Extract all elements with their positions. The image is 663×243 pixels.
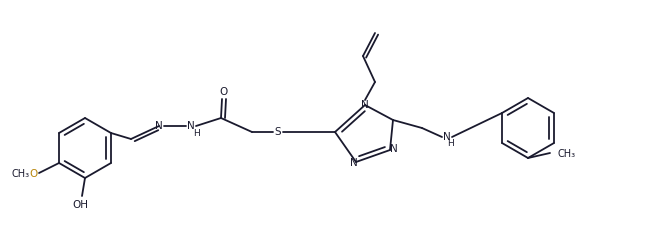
- Text: OH: OH: [72, 200, 88, 210]
- Text: O: O: [219, 87, 227, 97]
- Text: S: S: [274, 127, 281, 137]
- Text: N: N: [443, 132, 451, 142]
- Text: H: H: [193, 129, 200, 138]
- Text: CH₃: CH₃: [558, 149, 576, 159]
- Text: N: N: [361, 100, 369, 110]
- Text: N: N: [155, 121, 163, 131]
- Text: N: N: [187, 121, 195, 131]
- Text: H: H: [448, 139, 454, 148]
- Text: N: N: [350, 158, 358, 168]
- Text: CH₃: CH₃: [12, 169, 30, 179]
- Text: O: O: [29, 169, 37, 179]
- Text: N: N: [390, 144, 398, 154]
